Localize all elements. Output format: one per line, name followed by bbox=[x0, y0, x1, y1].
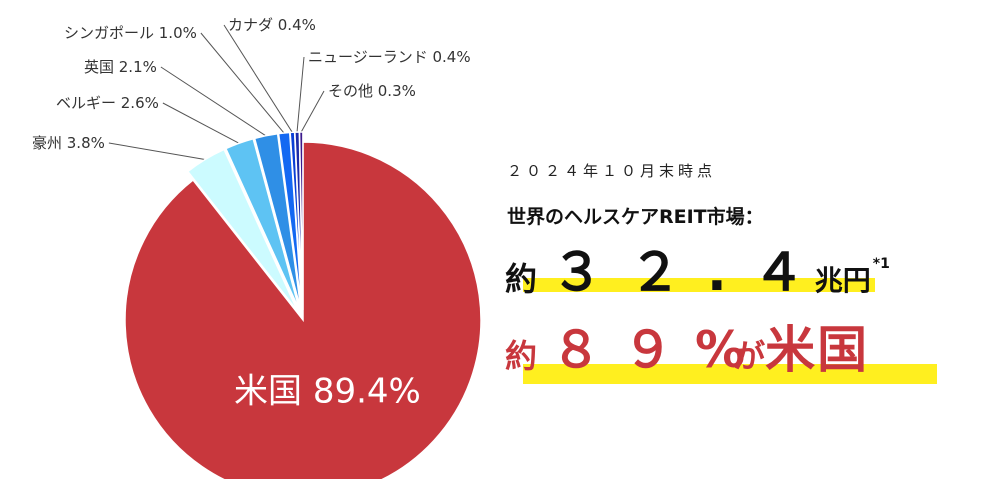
slice-label-4: 英国 2.1% bbox=[84, 58, 157, 76]
size-number: ３２.４ bbox=[551, 243, 831, 303]
size-prefix: 約 bbox=[505, 260, 538, 298]
market-label: 世界のヘルスケアREIT市場： bbox=[507, 206, 764, 228]
leader-line-4 bbox=[160, 66, 266, 137]
leader-line-8 bbox=[300, 90, 325, 133]
leader-line-2 bbox=[108, 142, 205, 160]
share-percent: % bbox=[695, 321, 748, 379]
share-prefix: 約 bbox=[505, 337, 538, 375]
slice-label-6: カナダ 0.4% bbox=[228, 16, 316, 34]
pie-slice-2 bbox=[186, 148, 299, 312]
slice-label-2: 豪州 3.8% bbox=[32, 134, 105, 152]
pie-slice-8 bbox=[298, 131, 304, 311]
pie-slices bbox=[124, 131, 482, 479]
leader-line-7 bbox=[296, 56, 305, 133]
pie-slice-1 bbox=[124, 141, 482, 479]
slice-label-5: シンガポール 1.0% bbox=[64, 24, 197, 42]
share-country: 米国 bbox=[765, 321, 870, 379]
highlight-bar-size bbox=[523, 278, 875, 292]
slice-label-7: ニュージーランド 0.4% bbox=[308, 48, 471, 66]
highlight-bar-share bbox=[523, 364, 937, 384]
pie-slice-4 bbox=[253, 132, 302, 311]
slice-label-8: その他 0.3% bbox=[328, 82, 416, 100]
leader-lines bbox=[108, 24, 325, 160]
leader-line-6 bbox=[223, 24, 293, 133]
size-footnote: *1 bbox=[872, 256, 890, 272]
market-size: 約 ３２.４兆円 *1 bbox=[505, 230, 890, 305]
leader-line-3 bbox=[162, 102, 239, 144]
pie-slice-3 bbox=[224, 137, 301, 311]
slice-labels: 米国 89.4% 豪州 3.8% ベルギー 2.6% 英国 2.1% シンガポール 1.… bbox=[32, 16, 471, 412]
size-unit: 兆円 bbox=[814, 264, 871, 297]
slice-label-3: ベルギー 2.6% bbox=[56, 94, 159, 112]
share-number: ８９ bbox=[551, 321, 696, 379]
us-share: 約 ８９%が米国 bbox=[505, 310, 869, 382]
as-of-date: ２０２４年１０月末時点 bbox=[507, 162, 717, 180]
leader-line-5 bbox=[200, 32, 285, 134]
share-particle: が bbox=[733, 337, 766, 375]
slice-label-1: 米国 89.4% bbox=[234, 372, 421, 412]
